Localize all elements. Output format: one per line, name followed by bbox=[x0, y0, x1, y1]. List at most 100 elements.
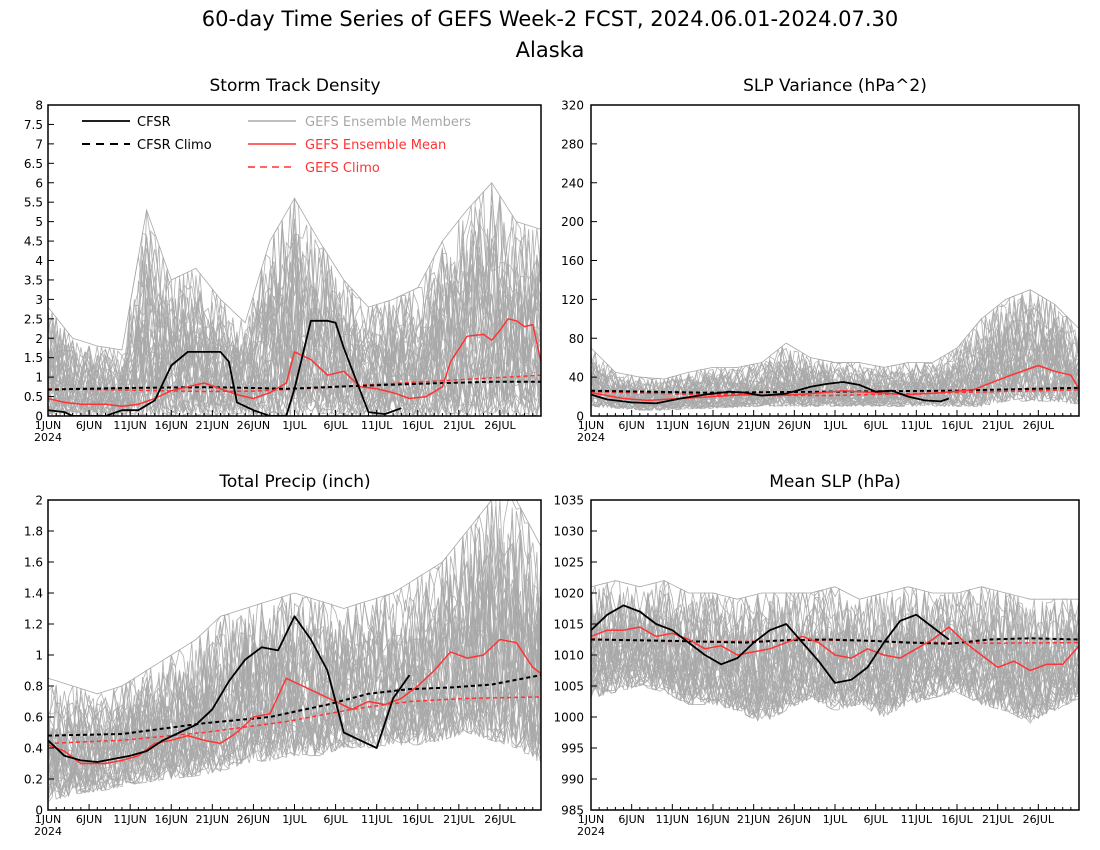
panel-storm-track-density: Storm Track Density 0 0.5 1 1.5 2 2.5 3 3.5 4 4.5 5… bbox=[24, 76, 542, 444]
y-tick-label: 1.2 bbox=[24, 618, 43, 632]
ensemble-member-line bbox=[591, 355, 1079, 408]
x-tick-label: 26JUN bbox=[237, 419, 271, 432]
ensemble-member-line bbox=[591, 591, 1079, 677]
x-tick-label: 26JUN bbox=[778, 813, 812, 826]
y-tick-label: 1 bbox=[35, 649, 43, 663]
panel-title: Mean SLP (hPa) bbox=[769, 472, 901, 492]
y-tick-label: 1.8 bbox=[24, 525, 43, 539]
y-tick-label: 1005 bbox=[553, 680, 584, 694]
y-tick-label: 0 bbox=[576, 410, 584, 424]
x-tick-label: 21JUN bbox=[737, 813, 771, 826]
ensemble-member-line bbox=[591, 582, 1079, 669]
x-tick-label: 16JUN bbox=[154, 813, 188, 826]
x-tick-label: 11JUL bbox=[901, 419, 933, 432]
x-tick-label: 21JUL bbox=[443, 813, 475, 826]
x-tick-label: 16JUL bbox=[402, 813, 434, 826]
x-tick-label: 11JUN bbox=[656, 419, 690, 432]
y-tick-label: 0.8 bbox=[24, 680, 43, 694]
ensemble-member-line bbox=[48, 195, 541, 390]
x-tick-label: 21JUN bbox=[737, 419, 771, 432]
ensemble-upper-envelope bbox=[591, 580, 1079, 600]
ensemble-members bbox=[48, 500, 541, 803]
series-line-gefs-climo bbox=[48, 696, 541, 745]
x-tick-label: 6JUN bbox=[618, 813, 645, 826]
y-tick-label: 1 bbox=[35, 371, 43, 385]
y-tick-label: 200 bbox=[561, 215, 584, 229]
plot-area bbox=[48, 182, 541, 416]
y-tick-label: 4 bbox=[35, 254, 43, 268]
series-line-gefs-climo bbox=[591, 389, 1079, 397]
ensemble-upper-envelope bbox=[48, 182, 541, 351]
x-tick-label: 1JUL bbox=[282, 419, 307, 432]
y-tick-label: 1010 bbox=[553, 649, 584, 663]
x-year-label: 2024 bbox=[577, 431, 605, 444]
ensemble-member-line bbox=[48, 505, 541, 753]
x-tick-label: 21JUN bbox=[196, 813, 230, 826]
x-tick-label: 1JUL bbox=[823, 419, 848, 432]
y-tick-label: 0.6 bbox=[24, 711, 43, 725]
ensemble-member-line bbox=[48, 224, 541, 394]
plot-area bbox=[591, 580, 1079, 724]
legend-label-mean: GEFS Ensemble Mean bbox=[305, 138, 446, 153]
ensemble-member-line bbox=[591, 294, 1079, 399]
x-tick-label: 16JUN bbox=[696, 419, 730, 432]
x-tick-label: 21JUL bbox=[443, 419, 475, 432]
x-tick-label: 1JUN bbox=[35, 813, 62, 826]
panel-title: SLP Variance (hPa^2) bbox=[743, 76, 927, 96]
x-tick-label: 6JUN bbox=[618, 419, 645, 432]
x-tick-label: 6JUL bbox=[863, 419, 888, 432]
series-line-gefs-mean bbox=[48, 318, 541, 408]
x-tick-label: 16JUN bbox=[696, 813, 730, 826]
legend: CFSR CFSR Climo GEFS Ensemble Members GE… bbox=[82, 115, 471, 176]
series-line-cfsr-climo bbox=[48, 380, 541, 391]
x-tick-label: 6JUL bbox=[323, 813, 348, 826]
ensemble-member-line bbox=[48, 507, 541, 754]
y-tick-label: 0.2 bbox=[24, 773, 43, 787]
x-tick-label: 1JUN bbox=[578, 419, 605, 432]
y-tick-label: 985 bbox=[561, 804, 584, 818]
y-tick-label: 0.4 bbox=[24, 742, 43, 756]
x-tick-label: 21JUL bbox=[982, 813, 1014, 826]
legend-label-gefs-climo: GEFS Climo bbox=[305, 161, 380, 176]
y-tick-label: 8 bbox=[35, 99, 43, 113]
x-tick-label: 6JUL bbox=[863, 813, 888, 826]
x-tick-label: 16JUL bbox=[402, 419, 434, 432]
y-tick-label: 1000 bbox=[553, 711, 584, 725]
y-tick-label: 5.5 bbox=[24, 196, 43, 210]
x-year-label: 2024 bbox=[34, 431, 62, 444]
x-tick-label: 11JUN bbox=[656, 813, 690, 826]
ensemble-members bbox=[48, 182, 541, 416]
y-tick-label: 3.5 bbox=[24, 273, 43, 287]
x-tick-label: 16JUN bbox=[154, 419, 188, 432]
ensemble-member-line bbox=[591, 321, 1079, 406]
ensemble-member-line bbox=[48, 229, 541, 395]
series-line-gefs-mean bbox=[591, 626, 1079, 672]
x-tick-label: 11JUN bbox=[113, 419, 147, 432]
y-tick-label: 2.5 bbox=[24, 312, 43, 326]
y-tick-label: 160 bbox=[561, 254, 584, 268]
ensemble-members bbox=[591, 580, 1079, 724]
series-line-gefs-mean bbox=[48, 638, 541, 765]
y-tick-label: 990 bbox=[561, 773, 584, 787]
y-tick-label: 40 bbox=[569, 371, 584, 385]
x-tick-label: 11JUL bbox=[361, 813, 393, 826]
y-tick-label: 7.5 bbox=[24, 118, 43, 132]
y-tick-label: 2 bbox=[35, 494, 43, 508]
x-tick-label: 26JUL bbox=[1023, 419, 1055, 432]
main-title: 60-day Time Series of GEFS Week-2 FCST, … bbox=[202, 7, 899, 31]
series-line-cfsr-climo bbox=[48, 674, 541, 737]
x-tick-label: 16JUL bbox=[941, 419, 973, 432]
y-tick-label: 1.5 bbox=[24, 351, 43, 365]
y-tick-label: 5 bbox=[35, 215, 43, 229]
ensemble-member-line bbox=[591, 595, 1079, 684]
legend-label-members: GEFS Ensemble Members bbox=[305, 115, 471, 130]
y-tick-label: 1025 bbox=[553, 556, 584, 570]
y-tick-label: 6 bbox=[35, 176, 43, 190]
legend-label-cfsr-climo: CFSR Climo bbox=[137, 138, 212, 153]
x-year-label: 2024 bbox=[577, 825, 605, 838]
series-line-cfsr bbox=[48, 319, 402, 416]
ensemble-member-line bbox=[591, 594, 1079, 687]
y-tick-label: 2 bbox=[35, 332, 43, 346]
x-tick-label: 1JUL bbox=[823, 813, 848, 826]
